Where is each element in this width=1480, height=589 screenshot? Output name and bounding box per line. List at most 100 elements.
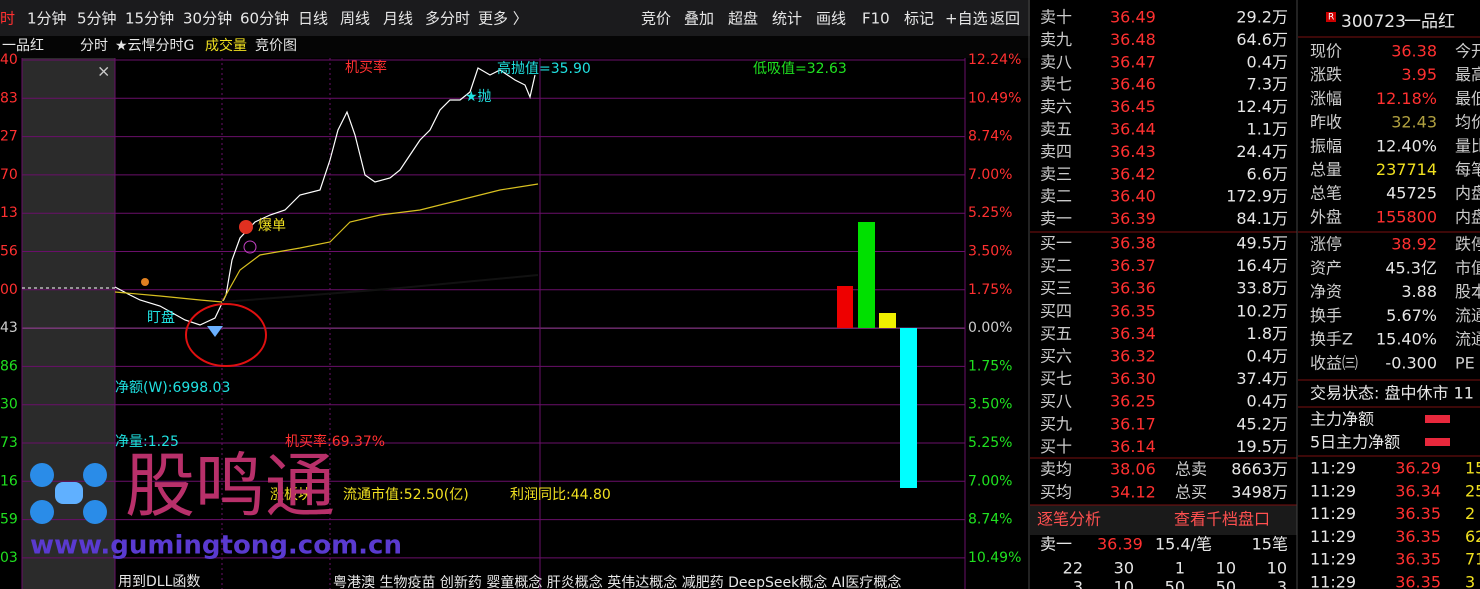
period-tab[interactable]: 1分钟: [27, 10, 67, 28]
avg-label: 卖均: [1040, 460, 1072, 479]
period-tab[interactable]: 60分钟: [240, 10, 289, 28]
header-item[interactable]: 竞价图: [255, 37, 297, 54]
watermark-url: www.gumingtong.com.cn: [30, 531, 402, 561]
stat-value: 36.38: [1391, 42, 1437, 61]
book-label: 卖一: [1040, 209, 1072, 228]
header-item[interactable]: 分时: [80, 38, 108, 54]
tool-button[interactable]: 画线: [816, 10, 846, 28]
book-price: 36.49: [1110, 8, 1156, 27]
trade-time: 11:29: [1310, 459, 1356, 478]
left-axis-label: 43: [0, 320, 18, 336]
left-axis-label: 27: [0, 129, 18, 145]
book-label: 卖六: [1040, 97, 1072, 116]
book-price: 36.42: [1110, 164, 1156, 183]
stat-label: 涨幅: [1310, 89, 1342, 108]
book-price: 36.35: [1110, 301, 1156, 320]
book-volume: 45.2万: [1236, 414, 1288, 433]
tool-button[interactable]: F10: [862, 10, 890, 28]
period-tab[interactable]: 月线: [383, 10, 413, 28]
trade-volume: 25: [1465, 481, 1480, 500]
period-tab[interactable]: 更多 〉: [478, 10, 528, 28]
stock-name: 一品红: [1404, 12, 1455, 32]
left-axis-label: 40: [0, 52, 18, 68]
book-label: 买二: [1040, 256, 1072, 275]
tool-button[interactable]: 统计: [772, 10, 802, 28]
header-item[interactable]: 成交量: [205, 37, 247, 54]
fund-value: 45.3亿: [1385, 258, 1437, 277]
fund-value: 15.40%: [1376, 330, 1437, 349]
left-axis-label: 30: [0, 397, 18, 413]
annotation: ★抛: [465, 89, 492, 105]
annotation: 高抛值=35.90: [497, 60, 591, 77]
tick-analysis-link[interactable]: 逐笔分析: [1037, 510, 1101, 529]
book-price: 36.37: [1110, 256, 1156, 275]
annotation: 爆单: [258, 218, 286, 234]
signal-icon: [141, 278, 149, 286]
tool-button[interactable]: 叠加: [684, 10, 714, 28]
stat-value: 45725: [1386, 184, 1437, 203]
total-value: 3498万: [1231, 483, 1288, 502]
period-tab[interactable]: 5分钟: [77, 10, 117, 28]
depth-link[interactable]: 查看千档盘口: [1174, 510, 1270, 529]
trade-status: 交易状态: 盘中休市 11: [1310, 384, 1474, 403]
book-price: 36.32: [1110, 347, 1156, 366]
indicator-bar: [837, 286, 853, 328]
link-row: [1030, 505, 1297, 535]
right-axis-label: 8.74%: [968, 512, 1012, 528]
fund-label: 收益㈢: [1310, 354, 1358, 373]
indicator-bar: [858, 222, 875, 328]
toolbar: [0, 0, 1030, 36]
book-volume: 19.5万: [1236, 437, 1288, 456]
detail-number: 10: [1216, 559, 1236, 578]
header-item[interactable]: ★云悍分时G: [115, 38, 194, 54]
level1-item: 15笔: [1252, 535, 1288, 554]
indicator-bar: [879, 313, 896, 328]
tool-button[interactable]: 标记: [904, 10, 934, 28]
logo: [30, 463, 107, 524]
period-tab[interactable]: 30分钟: [183, 10, 232, 28]
left-axis-label: 00: [0, 282, 18, 298]
flow-bar: [1425, 415, 1450, 423]
book-label: 卖七: [1040, 75, 1072, 94]
right-axis-label: 10.49%: [968, 550, 1021, 566]
book-volume: 0.4万: [1247, 347, 1288, 366]
book-label: 买四: [1040, 301, 1072, 320]
book-volume: 84.1万: [1236, 209, 1288, 228]
stat-label: 每笔: [1455, 160, 1480, 179]
book-volume: 0.4万: [1247, 392, 1288, 411]
flow-label: 5日主力净额: [1310, 433, 1400, 452]
period-tab[interactable]: 时: [0, 10, 15, 28]
stat-label: 外盘: [1310, 207, 1342, 226]
book-volume: 16.4万: [1236, 256, 1288, 275]
stat-value: 12.40%: [1376, 136, 1437, 155]
right-axis-label: 1.75%: [968, 358, 1012, 374]
fund-label: 跌停: [1455, 235, 1480, 254]
left-axis-label: 59: [0, 512, 18, 528]
annotation: 低吸值=32.63: [753, 61, 847, 77]
tool-button[interactable]: 返回: [990, 10, 1020, 28]
tool-button[interactable]: +自选: [945, 10, 988, 28]
fund-value: 38.92: [1391, 235, 1437, 254]
period-tab[interactable]: 15分钟: [125, 10, 174, 28]
left-axis-label: 13: [0, 205, 18, 221]
book-volume: 1.8万: [1247, 324, 1288, 343]
book-label: 卖十: [1040, 8, 1072, 27]
tool-button[interactable]: 竞价: [641, 10, 671, 28]
book-label: 卖八: [1040, 52, 1072, 71]
fund-label: 净资: [1310, 282, 1342, 301]
fund-label: 换手Z: [1310, 330, 1353, 349]
period-tab[interactable]: 日线: [298, 10, 328, 28]
total-label: 总卖: [1175, 460, 1207, 479]
book-label: 卖九: [1040, 30, 1072, 49]
tool-button[interactable]: 超盘: [728, 10, 758, 28]
stat-value: 155800: [1376, 207, 1437, 226]
book-label: 卖五: [1040, 120, 1072, 139]
period-tab[interactable]: 周线: [340, 10, 370, 28]
ma-line: [221, 274, 539, 303]
price-line: [114, 67, 536, 326]
period-tab[interactable]: 多分时: [425, 10, 470, 28]
stat-label: 涨跌: [1310, 65, 1342, 84]
book-price: 36.43: [1110, 142, 1156, 161]
fund-label: PE: [1455, 354, 1475, 373]
trade-volume: 2: [1465, 504, 1475, 523]
